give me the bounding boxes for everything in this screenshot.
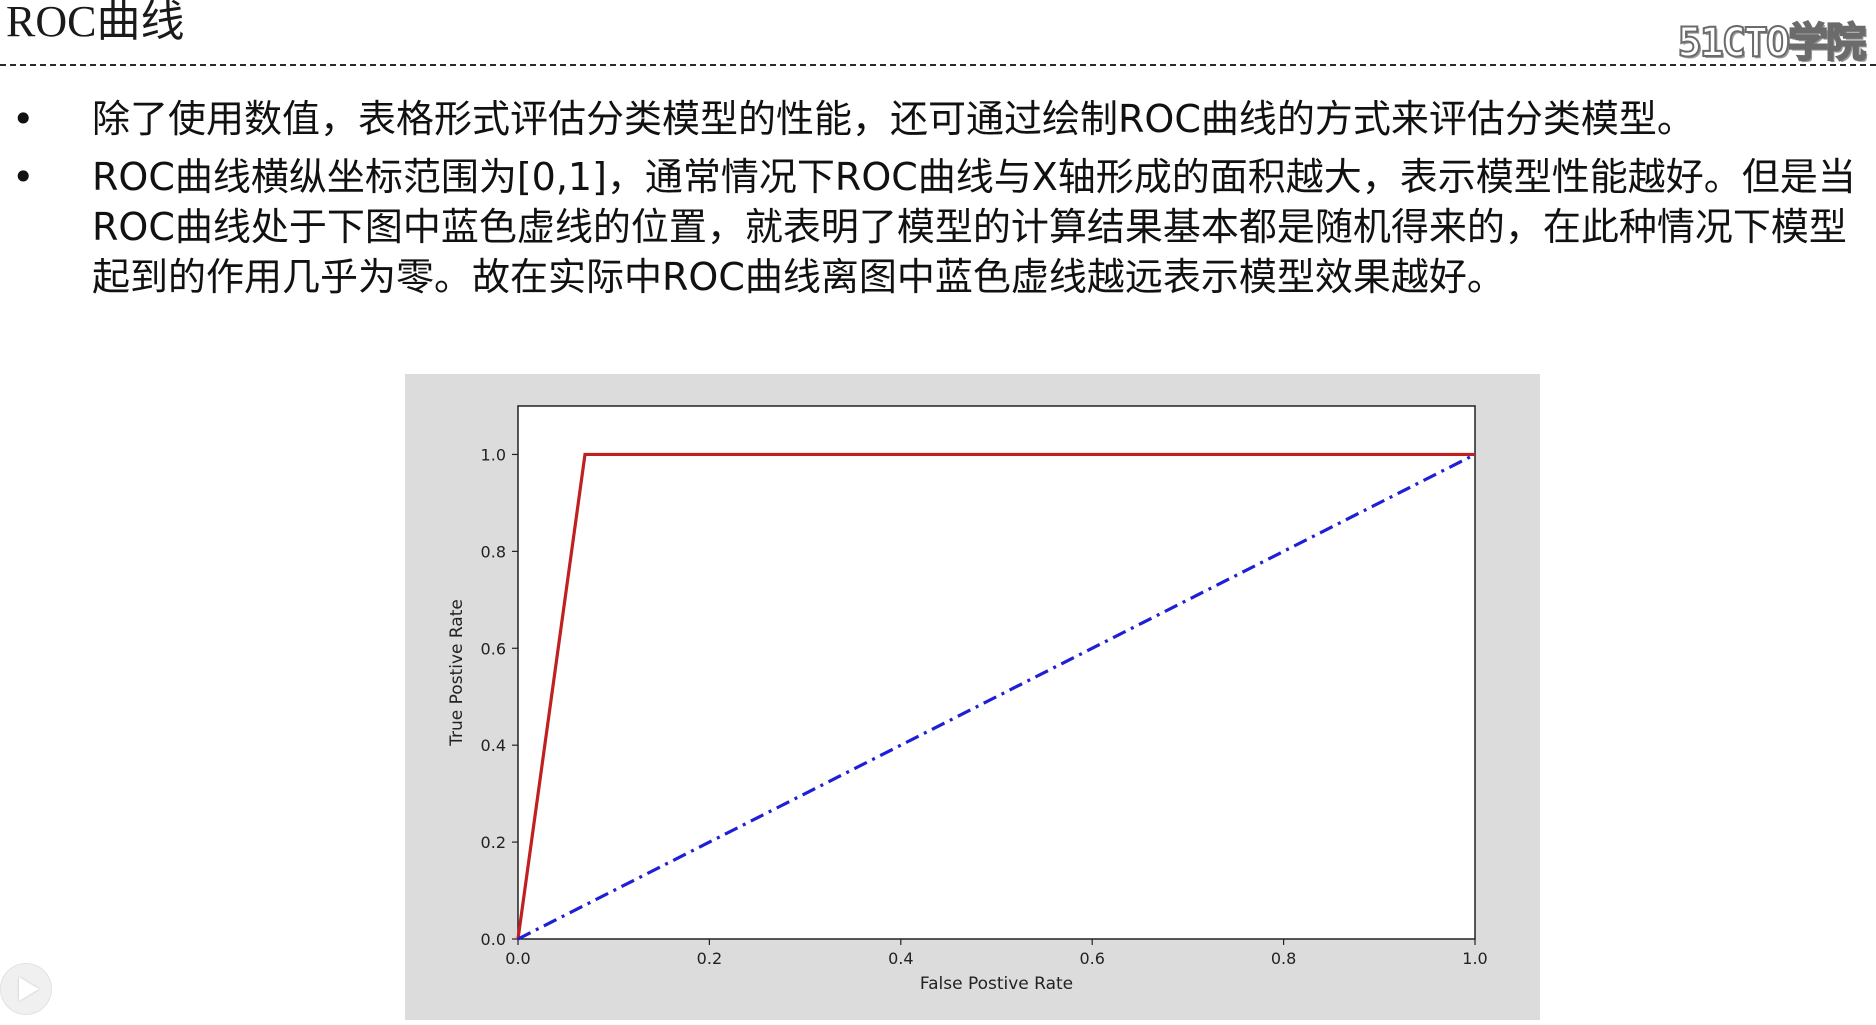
- page-title: ROC曲线: [6, 0, 185, 46]
- title-divider: [0, 64, 1876, 66]
- roc-chart: 0.0 0.2 0.4 0.6 0.8 1.0 0.0 0.2 0.4 0.6 0.8 1.0 Fals…: [447, 405, 1488, 994]
- roc-figure: 0.0 0.2 0.4 0.6 0.8 1.0 0.0 0.2 0.4 0.6 0.8 1.0 Fals…: [405, 374, 1540, 1020]
- x-tick-label: 1.0: [1462, 949, 1487, 968]
- bullet-item: • 除了使用数值，表格形式评估分类模型的性能，还可通过绘制ROC曲线的方式来评估…: [0, 94, 1876, 144]
- bullet-list: • 除了使用数值，表格形式评估分类模型的性能，还可通过绘制ROC曲线的方式来评估…: [0, 94, 1876, 310]
- x-tick-label: 0.6: [1079, 949, 1104, 968]
- plot-area: [517, 405, 1476, 940]
- bullet-marker: •: [12, 155, 35, 199]
- x-tick-label: 0.0: [505, 949, 530, 968]
- x-tick-label: 0.2: [697, 949, 722, 968]
- random-baseline-line: [517, 453, 1476, 941]
- bullet-text: ROC曲线横纵坐标范围为[0,1]，通常情况下ROC曲线与X轴形成的面积越大，表…: [92, 155, 1856, 299]
- y-tick-label: 0.2: [481, 833, 506, 852]
- y-tick-label: 1.0: [481, 445, 506, 464]
- roc-curve-line: [516, 452, 1475, 940]
- x-tick-label: 0.4: [888, 949, 913, 968]
- bullet-text: 除了使用数值，表格形式评估分类模型的性能，还可通过绘制ROC曲线的方式来评估分类…: [92, 97, 1695, 141]
- bullet-marker: •: [12, 97, 35, 141]
- x-axis-label: False Postive Rate: [920, 974, 1073, 994]
- x-tick-label: 0.8: [1271, 949, 1296, 968]
- y-axis-label: True Postive Rate: [447, 599, 467, 747]
- y-tick-label: 0.0: [481, 930, 506, 949]
- play-icon: [19, 977, 39, 1001]
- bullet-item: • ROC曲线横纵坐标范围为[0,1]，通常情况下ROC曲线与X轴形成的面积越大…: [0, 152, 1876, 302]
- y-tick-label: 0.8: [481, 542, 506, 561]
- y-tick-label: 0.6: [481, 639, 506, 658]
- y-tick-label: 0.4: [481, 736, 506, 755]
- brand-logo: 51CTO学院: [1677, 19, 1867, 67]
- play-button[interactable]: [0, 963, 52, 1015]
